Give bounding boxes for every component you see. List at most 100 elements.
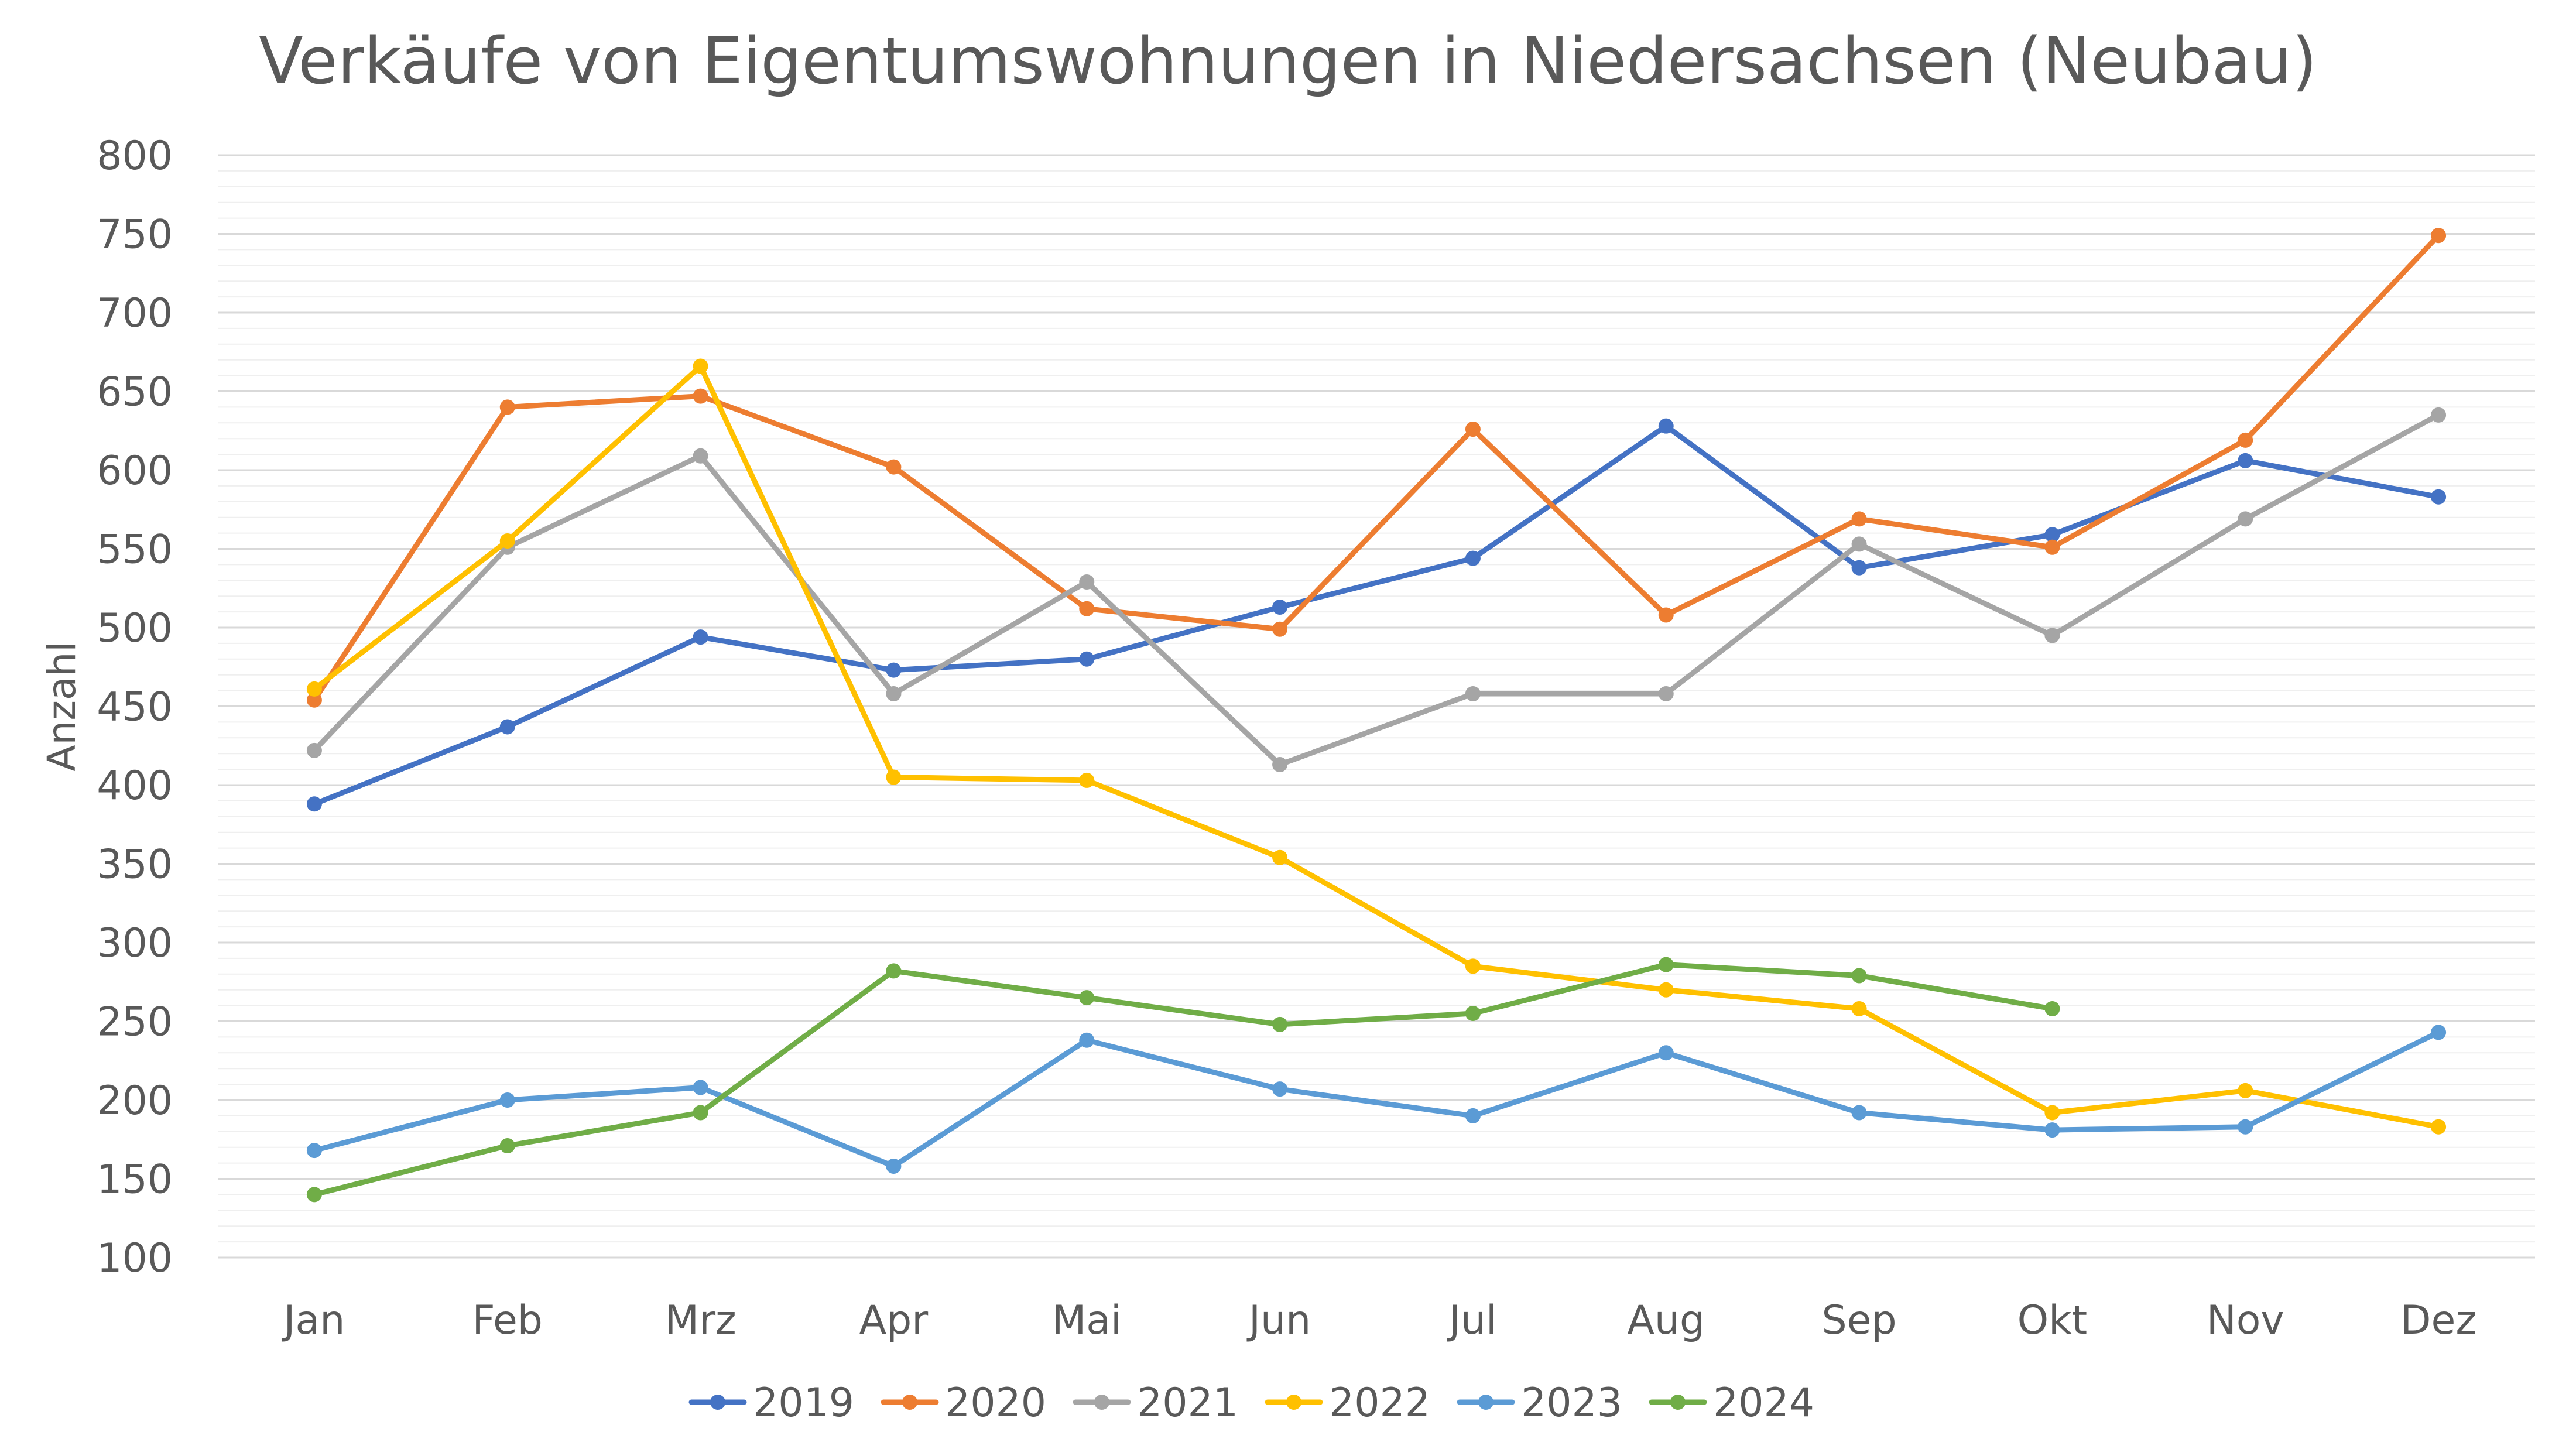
data-point bbox=[886, 686, 902, 701]
data-point bbox=[306, 1143, 322, 1159]
data-point bbox=[886, 769, 902, 785]
x-tick-label: Mai bbox=[1052, 1297, 1122, 1344]
data-point bbox=[2044, 527, 2060, 543]
x-tick-label: Okt bbox=[2017, 1297, 2088, 1344]
data-point bbox=[2238, 432, 2253, 448]
y-tick-label: 350 bbox=[97, 842, 173, 888]
data-point bbox=[1658, 957, 1674, 972]
data-point bbox=[693, 448, 708, 464]
y-tick-label: 300 bbox=[97, 920, 173, 967]
series-lines bbox=[306, 228, 2447, 1203]
data-point bbox=[2044, 1001, 2060, 1016]
data-point bbox=[1272, 600, 1288, 615]
y-tick-label: 450 bbox=[97, 684, 173, 731]
legend-item: 2019 bbox=[688, 1380, 854, 1426]
x-tick-label: Feb bbox=[472, 1297, 543, 1344]
data-point bbox=[1851, 560, 1867, 576]
y-tick-label: 250 bbox=[97, 999, 173, 1046]
legend-marker bbox=[1478, 1395, 1493, 1410]
legend: 2019 2020 2021 2022 2023 2024 bbox=[688, 1380, 1814, 1426]
x-tick-label: Sep bbox=[1821, 1297, 1896, 1344]
legend-item: 2022 bbox=[1265, 1380, 1430, 1426]
data-point bbox=[306, 742, 322, 758]
data-point bbox=[2044, 539, 2060, 555]
legend-marker bbox=[1670, 1395, 1686, 1410]
legend-label: 2021 bbox=[1137, 1380, 1238, 1426]
data-point bbox=[499, 719, 515, 735]
x-tick-label: Aug bbox=[1627, 1297, 1705, 1344]
data-point bbox=[1658, 1045, 1674, 1061]
data-point bbox=[1272, 849, 1288, 865]
legend-item: 2020 bbox=[881, 1380, 1046, 1426]
y-tick-label: 150 bbox=[97, 1157, 173, 1203]
data-point bbox=[1658, 982, 1674, 998]
data-point bbox=[1465, 422, 1481, 437]
data-point bbox=[1079, 772, 1095, 788]
series-2019 bbox=[306, 418, 2447, 812]
data-point bbox=[306, 1187, 322, 1203]
legend-marker bbox=[902, 1395, 917, 1410]
data-point bbox=[1465, 1108, 1481, 1123]
y-tick-label: 500 bbox=[97, 605, 173, 652]
data-point bbox=[1851, 1105, 1867, 1121]
data-point bbox=[499, 399, 515, 415]
chart-title: Verkäufe von Eigentumswohnungen in Niede… bbox=[259, 23, 2317, 98]
data-point bbox=[306, 692, 322, 708]
data-point bbox=[2431, 489, 2447, 505]
x-axis-ticks: Jan Feb Mrz Apr Mai Jun Jul Aug Sep Okt Nov Dez bbox=[282, 1297, 2477, 1344]
series-2021 bbox=[306, 407, 2447, 773]
data-point bbox=[1658, 418, 1674, 434]
y-tick-label: 600 bbox=[97, 448, 173, 494]
data-point bbox=[1272, 757, 1288, 773]
y-tick-label: 700 bbox=[97, 290, 173, 337]
legend-label: 2019 bbox=[753, 1380, 854, 1426]
gridlines bbox=[218, 154, 2535, 1259]
data-point bbox=[693, 629, 708, 645]
y-tick-label: 200 bbox=[97, 1078, 173, 1124]
data-point bbox=[499, 1138, 515, 1154]
y-axis-label: Anzahl bbox=[39, 641, 84, 771]
data-point bbox=[2044, 1122, 2060, 1138]
data-point bbox=[2431, 1025, 2447, 1040]
data-point bbox=[1465, 686, 1481, 701]
data-point bbox=[2431, 228, 2447, 244]
data-point bbox=[1079, 651, 1095, 667]
data-point bbox=[1465, 550, 1481, 566]
series-2023 bbox=[306, 1025, 2447, 1174]
data-point bbox=[1851, 511, 1867, 527]
data-point bbox=[1272, 621, 1288, 637]
data-point bbox=[2431, 1119, 2447, 1135]
data-point bbox=[1079, 1032, 1095, 1048]
data-point bbox=[1079, 574, 1095, 590]
x-tick-label: Jan bbox=[282, 1297, 345, 1344]
legend-item: 2024 bbox=[1649, 1380, 1814, 1426]
y-tick-label: 800 bbox=[97, 133, 173, 179]
y-axis-ticks: 100 150 200 250 300 350 400 450 500 550 600 650 700 7… bbox=[97, 133, 173, 1282]
y-tick-label: 100 bbox=[97, 1235, 173, 1282]
data-point bbox=[2238, 511, 2253, 527]
data-point bbox=[693, 1105, 708, 1121]
legend-item: 2023 bbox=[1457, 1380, 1622, 1426]
data-point bbox=[1851, 968, 1867, 984]
data-point bbox=[886, 1158, 902, 1174]
series-2024 bbox=[306, 957, 2060, 1203]
series-line bbox=[311, 423, 2441, 807]
y-tick-label: 650 bbox=[97, 369, 173, 416]
data-point bbox=[693, 358, 708, 374]
legend-label: 2024 bbox=[1713, 1380, 1814, 1426]
data-point bbox=[1079, 601, 1095, 616]
series-line bbox=[311, 232, 2441, 703]
legend-marker bbox=[1286, 1395, 1301, 1410]
data-point bbox=[1658, 686, 1674, 701]
data-point bbox=[2431, 407, 2447, 423]
data-point bbox=[2044, 1105, 2060, 1121]
y-tick-label: 400 bbox=[97, 763, 173, 809]
data-point bbox=[306, 681, 322, 697]
series-line bbox=[311, 363, 2441, 1130]
data-point bbox=[2238, 453, 2253, 468]
legend-marker bbox=[1094, 1395, 1109, 1410]
x-tick-label: Mrz bbox=[664, 1297, 736, 1344]
series-line bbox=[311, 962, 2055, 1197]
